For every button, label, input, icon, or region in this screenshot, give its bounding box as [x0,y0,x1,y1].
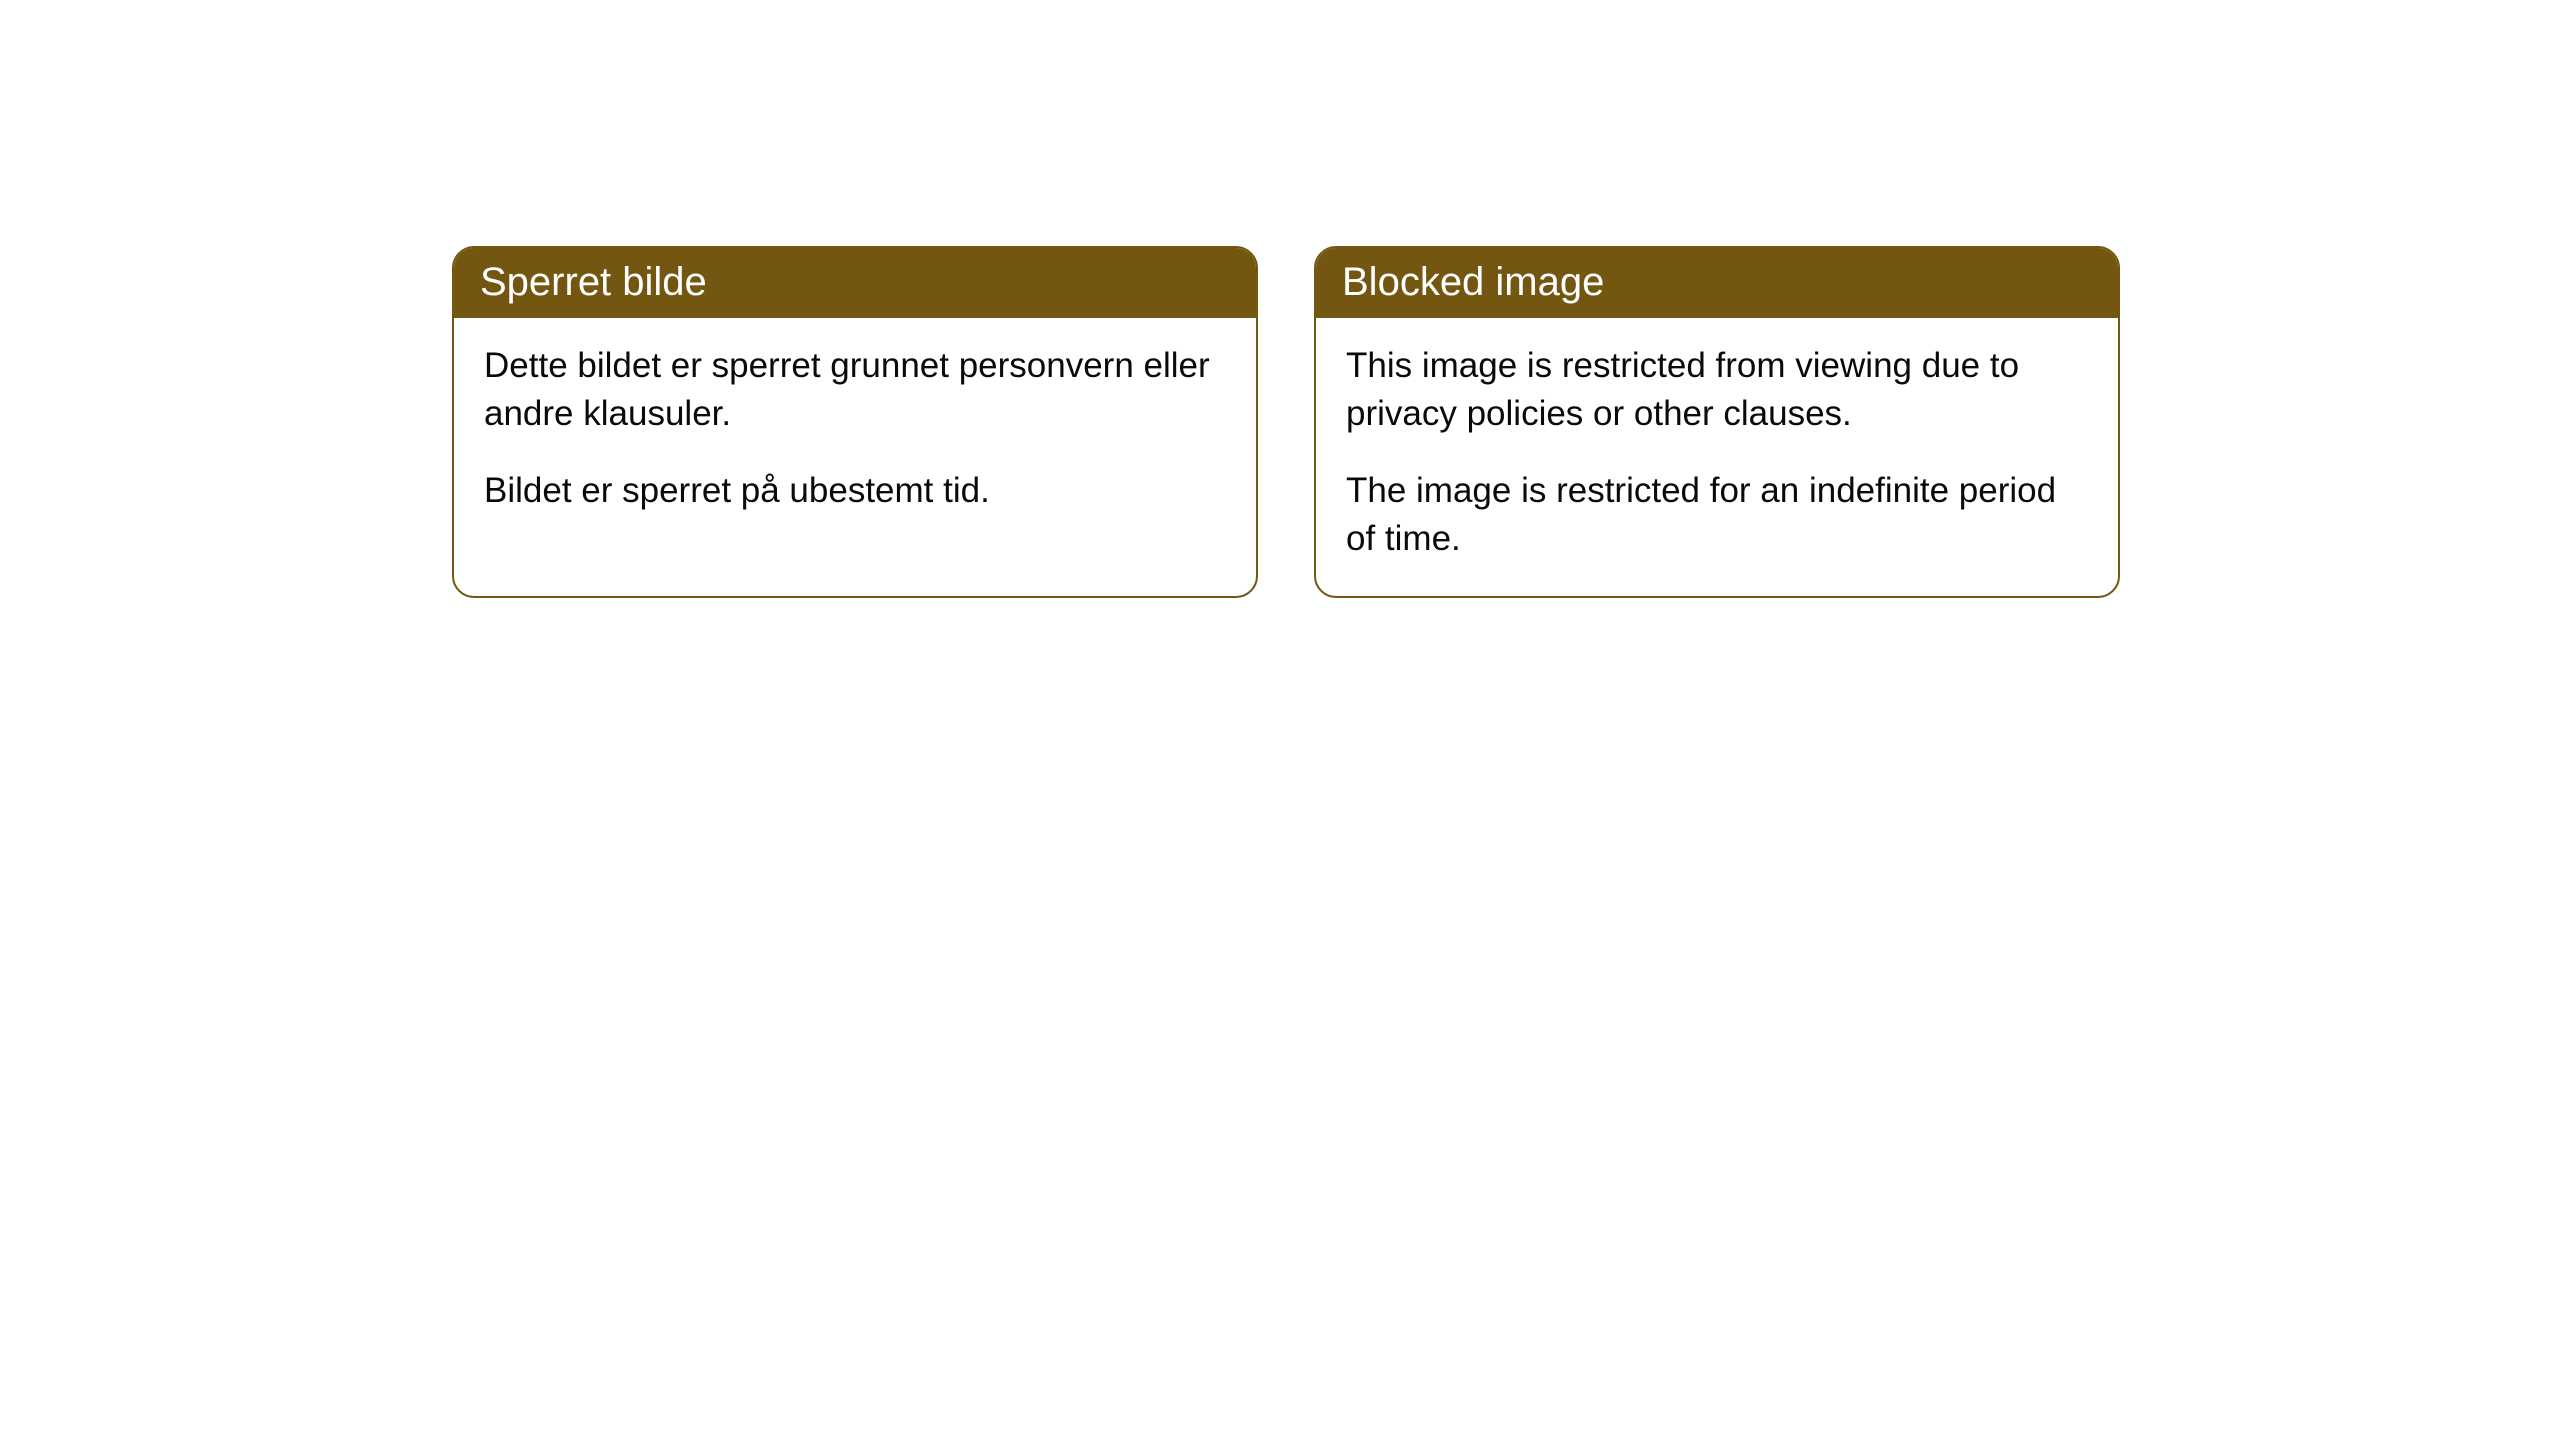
card-header: Blocked image [1316,248,2118,318]
notice-card-norwegian: Sperret bilde Dette bildet er sperret gr… [452,246,1258,598]
card-paragraph: The image is restricted for an indefinit… [1346,467,2088,562]
card-title: Blocked image [1342,260,1604,304]
card-body: This image is restricted from viewing du… [1316,318,2118,596]
notice-cards-container: Sperret bilde Dette bildet er sperret gr… [452,246,2120,598]
card-paragraph: This image is restricted from viewing du… [1346,342,2088,437]
card-title: Sperret bilde [480,260,707,304]
card-header: Sperret bilde [454,248,1256,318]
notice-card-english: Blocked image This image is restricted f… [1314,246,2120,598]
card-paragraph: Dette bildet er sperret grunnet personve… [484,342,1226,437]
card-paragraph: Bildet er sperret på ubestemt tid. [484,467,1226,515]
card-body: Dette bildet er sperret grunnet personve… [454,318,1256,549]
